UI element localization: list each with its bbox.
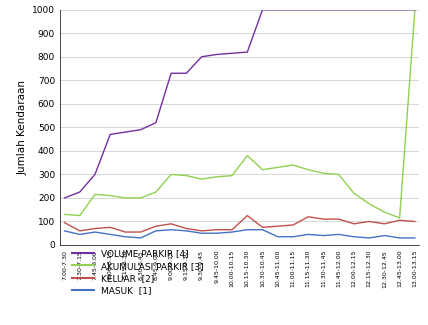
Legend: VOLUME PARKIR [4], AKUMULASI PARKIR [3], KELUAR  [2], MASUK  [1]: VOLUME PARKIR [4], AKUMULASI PARKIR [3],… xyxy=(71,250,204,295)
Y-axis label: Jumlah Kendaraan: Jumlah Kendaraan xyxy=(18,80,28,175)
